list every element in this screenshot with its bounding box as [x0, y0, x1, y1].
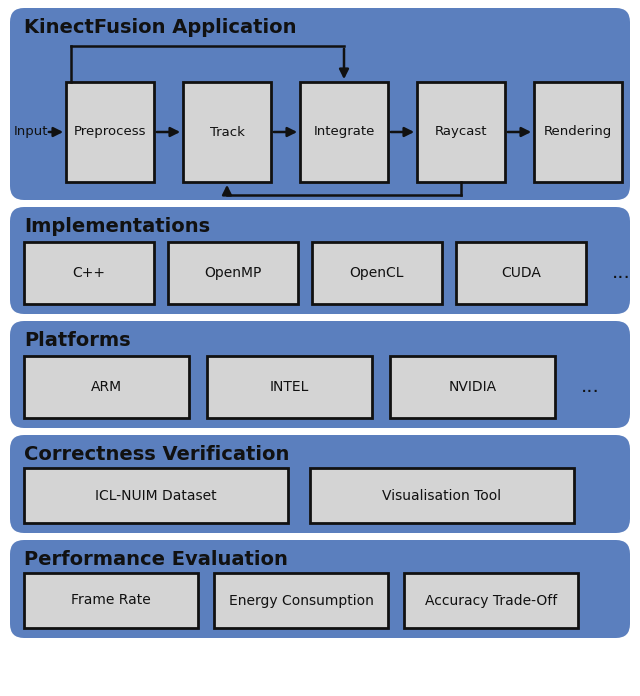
Text: Input: Input [14, 125, 49, 139]
Text: Accuracy Trade-Off: Accuracy Trade-Off [425, 594, 557, 608]
Bar [456, 242, 586, 304]
Bar [66, 82, 154, 182]
Bar [24, 468, 288, 523]
Text: C++: C++ [72, 266, 106, 280]
Text: Platforms: Platforms [24, 331, 131, 350]
Text: INTEL: INTEL [270, 380, 309, 394]
Text: NVIDIA: NVIDIA [449, 380, 497, 394]
FancyBboxPatch shape [10, 435, 630, 533]
Text: Track: Track [209, 125, 244, 139]
Text: Rendering: Rendering [544, 125, 612, 139]
Text: ICL-NUIM Dataset: ICL-NUIM Dataset [95, 489, 217, 503]
Text: ...: ... [581, 377, 600, 397]
Bar [312, 242, 442, 304]
Bar [214, 573, 388, 628]
Bar [24, 356, 189, 418]
FancyBboxPatch shape [10, 207, 630, 314]
Text: OpenCL: OpenCL [349, 266, 404, 280]
Text: Visualisation Tool: Visualisation Tool [383, 489, 502, 503]
Bar [390, 356, 555, 418]
FancyBboxPatch shape [10, 8, 630, 200]
FancyBboxPatch shape [10, 321, 630, 428]
Text: Preprocess: Preprocess [74, 125, 147, 139]
Bar [207, 356, 372, 418]
Text: Performance Evaluation: Performance Evaluation [24, 550, 288, 569]
Text: ...: ... [612, 264, 631, 283]
Text: ARM: ARM [91, 380, 122, 394]
Bar [183, 82, 271, 182]
Bar [310, 468, 574, 523]
Bar [24, 573, 198, 628]
Text: Correctness Verification: Correctness Verification [24, 445, 289, 464]
Text: Implementations: Implementations [24, 217, 210, 236]
FancyBboxPatch shape [10, 540, 630, 638]
Text: Raycast: Raycast [435, 125, 487, 139]
Bar [534, 82, 622, 182]
Text: CUDA: CUDA [501, 266, 541, 280]
Bar [300, 82, 388, 182]
Text: Integrate: Integrate [314, 125, 374, 139]
Text: OpenMP: OpenMP [204, 266, 262, 280]
Bar [168, 242, 298, 304]
Text: Frame Rate: Frame Rate [71, 594, 151, 608]
Bar [24, 242, 154, 304]
Text: Energy Consumption: Energy Consumption [228, 594, 373, 608]
Bar [417, 82, 505, 182]
Text: KinectFusion Application: KinectFusion Application [24, 18, 296, 37]
Bar [404, 573, 578, 628]
